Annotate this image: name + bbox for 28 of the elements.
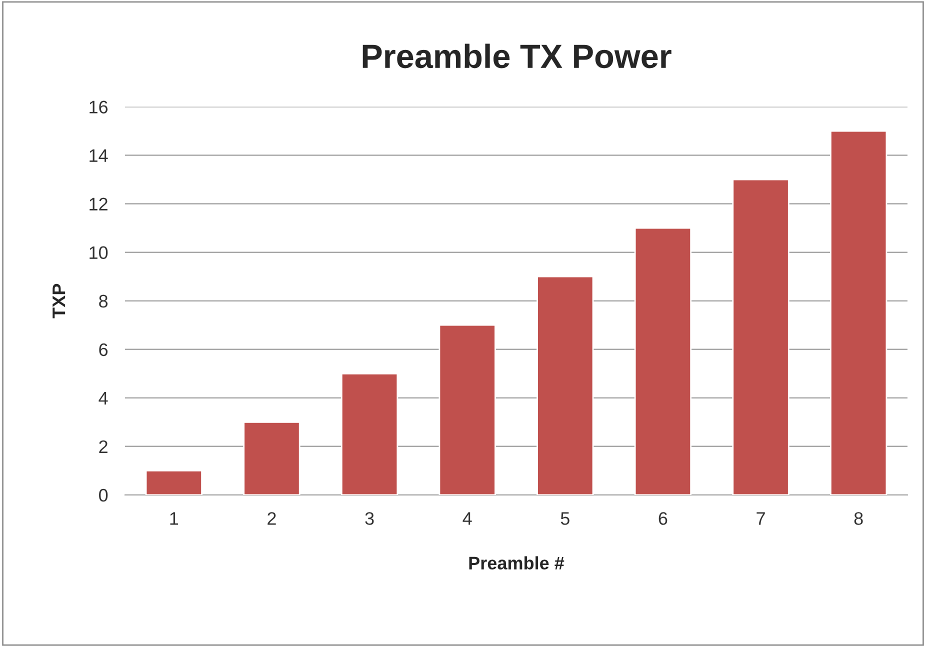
bar [340, 372, 398, 495]
y-tick-label: 16 [90, 100, 108, 114]
x-tick-label: 2 [268, 512, 276, 525]
y-tick-label: 2 [99, 440, 108, 453]
y-tick-label: 12 [90, 198, 108, 210]
x-tick-label: 7 [756, 512, 765, 525]
x-tick-label: 6 [658, 512, 668, 525]
y-tick-label: 4 [98, 392, 108, 404]
bar [145, 470, 202, 495]
y-tick-label: 6 [99, 343, 108, 356]
x-tick-label: 8 [854, 512, 863, 525]
x-tick-label: 4 [462, 512, 472, 525]
x-axis-title: Preamble # [469, 556, 564, 570]
x-tick-label: 5 [560, 512, 570, 525]
bar [438, 324, 496, 495]
x-tick-label: 3 [365, 512, 374, 525]
bar [243, 421, 300, 495]
bar [732, 178, 790, 495]
y-tick-label: 10 [90, 246, 108, 260]
bar [634, 227, 692, 495]
chart-title: Preamble TX Power [362, 44, 672, 68]
y-axis-title: TXP [52, 284, 66, 318]
x-tick-label: 1 [170, 512, 178, 525]
bar [536, 276, 594, 495]
y-tick-label: 8 [99, 294, 108, 308]
y-tick-label: 0 [99, 488, 108, 502]
y-tick-label: 14 [90, 149, 108, 162]
bar [830, 130, 888, 495]
